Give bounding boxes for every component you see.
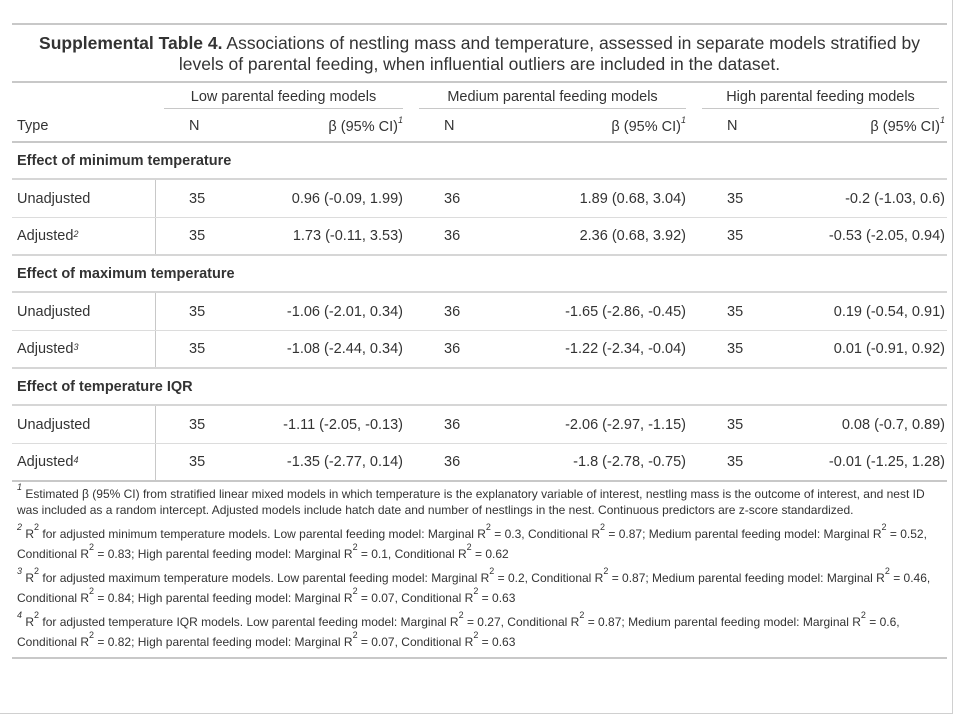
cell-n-medium: 36: [444, 228, 461, 244]
footnote-3: 3 R2 for adjusted maximum temperature mo…: [17, 566, 931, 605]
spanner-high: High parental feeding models: [694, 89, 947, 109]
col-beta-medium: β (95% CI)1: [611, 115, 686, 135]
cell-n-low: 35: [189, 303, 206, 320]
table-body: Effect of minimum temperature Unadjusted 3…: [12, 143, 947, 482]
cell-n-low: 35: [189, 416, 206, 433]
column-header-row: Type N β (95% CI)1 N β (95% CI)1 N β (95…: [12, 111, 947, 143]
cell-beta-high: 0.08 (-0.7, 0.89): [841, 416, 945, 433]
cell-n-high: 35: [727, 190, 744, 207]
supplemental-table: Supplemental Table 4. Associations of ne…: [12, 23, 947, 659]
col-n-medium: N: [444, 118, 455, 134]
row-type: Adjusted 4: [12, 444, 156, 480]
cell-beta-medium: -1.8 (-2.78, -0.75): [573, 454, 686, 470]
cell-n-high: 35: [727, 341, 744, 357]
cell-beta-high: 0.19 (-0.54, 0.91): [833, 303, 945, 320]
col-beta-low: β (95% CI)1: [328, 115, 403, 135]
cell-beta-medium: 1.89 (0.68, 3.04): [579, 190, 686, 207]
caption-text: Associations of nestling mass and temper…: [178, 33, 920, 74]
row-type: Adjusted 3: [12, 331, 156, 367]
cell-n-high: 35: [727, 454, 744, 470]
table-row: Adjusted 3 35 -1.08 (-2.44, 0.34) 36 -1.22 (-…: [12, 331, 947, 369]
col-beta-high: β (95% CI)1: [870, 115, 945, 135]
cell-beta-medium: -2.06 (-2.97, -1.15): [565, 416, 686, 433]
cell-beta-medium: -1.65 (-2.86, -0.45): [565, 303, 686, 320]
table-row: Unadjusted 35 0.96 (-0.09, 1.99) 36 1.89 (0.…: [12, 180, 947, 218]
cell-n-low: 35: [189, 228, 206, 244]
row-type: Unadjusted: [12, 180, 156, 217]
table-footnotes: 1 Estimated β (95% CI) from stratified l…: [12, 482, 947, 659]
cell-beta-high: 0.01 (-0.91, 0.92): [833, 341, 945, 357]
group-header-row: Effect of maximum temperature: [12, 256, 947, 293]
cell-n-high: 35: [727, 303, 744, 320]
row-type: Unadjusted: [12, 406, 156, 443]
table-caption: Supplemental Table 4. Associations of ne…: [12, 25, 947, 83]
row-type: Unadjusted: [12, 293, 156, 330]
row-type: Adjusted 2: [12, 218, 156, 254]
cell-n-high: 35: [727, 416, 744, 433]
cell-beta-high: -0.53 (-2.05, 0.94): [828, 228, 945, 244]
cell-n-medium: 36: [444, 190, 461, 207]
group-header-row: Effect of minimum temperature: [12, 143, 947, 180]
table-row: Unadjusted 35 -1.11 (-2.05, -0.13) 36 -2.06 …: [12, 406, 947, 444]
cell-beta-low: 0.96 (-0.09, 1.99): [291, 190, 403, 207]
cell-beta-low: -1.08 (-2.44, 0.34): [286, 341, 403, 357]
cell-beta-medium: 2.36 (0.68, 3.92): [579, 228, 686, 244]
cell-beta-low: -1.11 (-2.05, -0.13): [283, 416, 403, 433]
cell-beta-low: -1.35 (-2.77, 0.14): [286, 454, 403, 470]
cell-beta-high: -0.01 (-1.25, 1.28): [828, 454, 945, 470]
cell-n-low: 35: [189, 341, 206, 357]
table-row: Adjusted 2 35 1.73 (-0.11, 3.53) 36 2.36 (0.6…: [12, 218, 947, 256]
col-n-low: N: [189, 118, 200, 134]
group-header-row: Effect of temperature IQR: [12, 369, 947, 406]
spanner-low: Low parental feeding models: [156, 89, 411, 109]
cell-beta-medium: -1.22 (-2.34, -0.04): [565, 341, 686, 357]
cell-n-medium: 36: [444, 341, 461, 357]
cell-n-low: 35: [189, 454, 206, 470]
cell-n-high: 35: [727, 228, 744, 244]
cell-beta-high: -0.2 (-1.03, 0.6): [845, 190, 945, 207]
table-row: Unadjusted 35 -1.06 (-2.01, 0.34) 36 -1.65 (…: [12, 293, 947, 331]
cell-beta-low: -1.06 (-2.01, 0.34): [286, 303, 403, 320]
col-type: Type: [17, 118, 49, 134]
footnote-2: 2 R2 for adjusted minimum temperature mo…: [17, 522, 927, 561]
spanner-row: Low parental feeding models Medium paren…: [12, 83, 947, 111]
table-row: Adjusted 4 35 -1.35 (-2.77, 0.14) 36 -1.8 (-2…: [12, 444, 947, 482]
cell-n-medium: 36: [444, 416, 461, 433]
footnote-1: 1 Estimated β (95% CI) from stratified l…: [17, 482, 925, 517]
col-n-high: N: [727, 118, 738, 134]
cell-beta-low: 1.73 (-0.11, 3.53): [292, 228, 403, 244]
footnote-4: 4 R2 for adjusted temperature IQR models…: [17, 610, 900, 649]
spanner-medium: Medium parental feeding models: [411, 89, 694, 109]
cell-n-medium: 36: [444, 303, 461, 320]
cell-n-medium: 36: [444, 454, 461, 470]
cell-n-low: 35: [189, 190, 206, 207]
caption-label: Supplemental Table 4.: [39, 33, 223, 53]
